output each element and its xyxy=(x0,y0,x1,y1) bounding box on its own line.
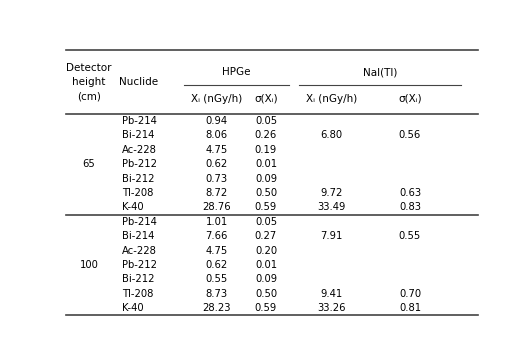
Text: Xᵢ (nGy/h): Xᵢ (nGy/h) xyxy=(306,94,357,104)
Text: 0.09: 0.09 xyxy=(255,274,277,284)
Text: 0.55: 0.55 xyxy=(205,274,228,284)
Text: σ(Xᵢ): σ(Xᵢ) xyxy=(398,94,422,104)
Text: 0.55: 0.55 xyxy=(399,231,421,241)
Text: Detector
height
(cm): Detector height (cm) xyxy=(66,63,112,101)
Text: Ac-228: Ac-228 xyxy=(122,246,157,256)
Text: 6.80: 6.80 xyxy=(321,130,343,140)
Text: 0.59: 0.59 xyxy=(255,202,277,212)
Text: Tl-208: Tl-208 xyxy=(122,188,153,198)
Text: Pb-214: Pb-214 xyxy=(122,217,157,227)
Text: 33.26: 33.26 xyxy=(318,303,346,313)
Text: HPGe: HPGe xyxy=(222,67,251,77)
Text: 7.66: 7.66 xyxy=(205,231,228,241)
Text: 65: 65 xyxy=(83,159,96,169)
Text: Bi-212: Bi-212 xyxy=(122,274,155,284)
Text: Bi-212: Bi-212 xyxy=(122,174,155,184)
Text: 8.72: 8.72 xyxy=(205,188,228,198)
Text: K-40: K-40 xyxy=(122,202,143,212)
Text: 28.23: 28.23 xyxy=(202,303,231,313)
Text: 0.50: 0.50 xyxy=(255,289,277,299)
Text: 8.73: 8.73 xyxy=(205,289,228,299)
Text: Tl-208: Tl-208 xyxy=(122,289,153,299)
Text: 0.94: 0.94 xyxy=(205,116,228,126)
Text: Ac-228: Ac-228 xyxy=(122,145,157,155)
Text: 0.20: 0.20 xyxy=(255,246,277,256)
Text: NaI(Tl): NaI(Tl) xyxy=(363,67,397,77)
Text: 0.01: 0.01 xyxy=(255,159,277,169)
Text: Xᵢ (nGy/h): Xᵢ (nGy/h) xyxy=(191,94,242,104)
Text: Pb-212: Pb-212 xyxy=(122,159,157,169)
Text: Pb-212: Pb-212 xyxy=(122,260,157,270)
Text: 0.70: 0.70 xyxy=(399,289,421,299)
Text: 0.81: 0.81 xyxy=(399,303,421,313)
Text: 0.63: 0.63 xyxy=(399,188,421,198)
Text: 0.73: 0.73 xyxy=(205,174,228,184)
Text: 4.75: 4.75 xyxy=(205,145,228,155)
Text: 0.83: 0.83 xyxy=(399,202,421,212)
Text: 0.05: 0.05 xyxy=(255,116,277,126)
Text: 1.01: 1.01 xyxy=(205,217,228,227)
Text: 0.50: 0.50 xyxy=(255,188,277,198)
Text: Bi-214: Bi-214 xyxy=(122,231,155,241)
Text: Nuclide: Nuclide xyxy=(119,77,158,87)
Text: 0.05: 0.05 xyxy=(255,217,277,227)
Text: Bi-214: Bi-214 xyxy=(122,130,155,140)
Text: 0.56: 0.56 xyxy=(399,130,421,140)
Text: K-40: K-40 xyxy=(122,303,143,313)
Text: 33.49: 33.49 xyxy=(318,202,346,212)
Text: 100: 100 xyxy=(80,260,98,270)
Text: 0.26: 0.26 xyxy=(255,130,277,140)
Text: 0.27: 0.27 xyxy=(255,231,277,241)
Text: 28.76: 28.76 xyxy=(202,202,231,212)
Text: 0.19: 0.19 xyxy=(255,145,277,155)
Text: 0.62: 0.62 xyxy=(205,260,228,270)
Text: 9.41: 9.41 xyxy=(321,289,343,299)
Text: 0.62: 0.62 xyxy=(205,159,228,169)
Text: 0.59: 0.59 xyxy=(255,303,277,313)
Text: 0.09: 0.09 xyxy=(255,174,277,184)
Text: σ(Xᵢ): σ(Xᵢ) xyxy=(254,94,278,104)
Text: 8.06: 8.06 xyxy=(205,130,228,140)
Text: Pb-214: Pb-214 xyxy=(122,116,157,126)
Text: 4.75: 4.75 xyxy=(205,246,228,256)
Text: 9.72: 9.72 xyxy=(321,188,343,198)
Text: 0.01: 0.01 xyxy=(255,260,277,270)
Text: 7.91: 7.91 xyxy=(321,231,343,241)
